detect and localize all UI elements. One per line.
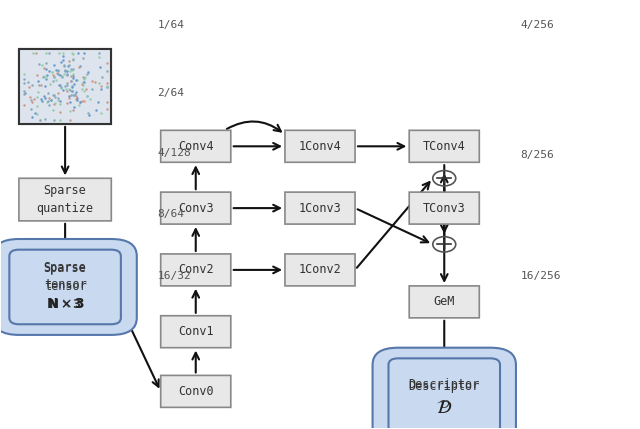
FancyBboxPatch shape — [19, 49, 111, 124]
Text: Conv3: Conv3 — [178, 202, 214, 214]
FancyBboxPatch shape — [285, 130, 355, 162]
FancyBboxPatch shape — [19, 178, 111, 221]
Text: Conv0: Conv0 — [178, 385, 214, 398]
FancyBboxPatch shape — [409, 192, 479, 224]
FancyBboxPatch shape — [161, 254, 231, 286]
Text: Sparse
tensor
$\mathbf{N}\times\mathbf{3}$: Sparse tensor $\mathbf{N}\times\mathbf{3… — [44, 263, 86, 311]
FancyBboxPatch shape — [285, 254, 355, 286]
Text: 16/256: 16/256 — [521, 271, 561, 281]
Text: 1Conv3: 1Conv3 — [299, 202, 341, 214]
Text: Conv1: Conv1 — [178, 325, 214, 338]
Text: Conv2: Conv2 — [178, 263, 214, 276]
Text: 16/32: 16/32 — [157, 271, 191, 281]
FancyBboxPatch shape — [372, 347, 516, 429]
Text: 8/256: 8/256 — [521, 150, 554, 160]
Text: 4/256: 4/256 — [521, 20, 554, 30]
Text: TConv3: TConv3 — [423, 202, 466, 214]
Text: Sparse
quantize: Sparse quantize — [36, 184, 93, 215]
Text: Conv4: Conv4 — [178, 140, 214, 153]
Bar — [19, 49, 111, 124]
FancyBboxPatch shape — [10, 250, 121, 324]
Text: $\mathcal{D}$: $\mathcal{D}$ — [436, 399, 452, 417]
FancyBboxPatch shape — [285, 192, 355, 224]
Text: Descriptor
$\mathcal{D}$: Descriptor $\mathcal{D}$ — [408, 380, 480, 411]
Text: 1/64: 1/64 — [157, 20, 184, 30]
Bar — [19, 49, 111, 124]
FancyBboxPatch shape — [161, 375, 231, 408]
FancyBboxPatch shape — [0, 239, 137, 335]
FancyBboxPatch shape — [161, 130, 231, 162]
Text: GeM: GeM — [433, 296, 455, 308]
FancyBboxPatch shape — [161, 316, 231, 347]
FancyBboxPatch shape — [409, 130, 479, 162]
Text: Sparse
tensor: Sparse tensor — [44, 261, 86, 291]
FancyBboxPatch shape — [388, 358, 500, 429]
Text: Descriptor: Descriptor — [408, 378, 480, 392]
FancyBboxPatch shape — [161, 192, 231, 224]
Text: 4/128: 4/128 — [157, 148, 191, 158]
Text: $\mathbf{N}\times\mathbf{3}$: $\mathbf{N}\times\mathbf{3}$ — [45, 297, 84, 311]
Text: 8/64: 8/64 — [157, 209, 184, 220]
Text: TConv4: TConv4 — [423, 140, 466, 153]
Text: 1Conv2: 1Conv2 — [299, 263, 341, 276]
FancyBboxPatch shape — [409, 286, 479, 318]
Text: 1Conv4: 1Conv4 — [299, 140, 341, 153]
Text: 2/64: 2/64 — [157, 88, 184, 98]
